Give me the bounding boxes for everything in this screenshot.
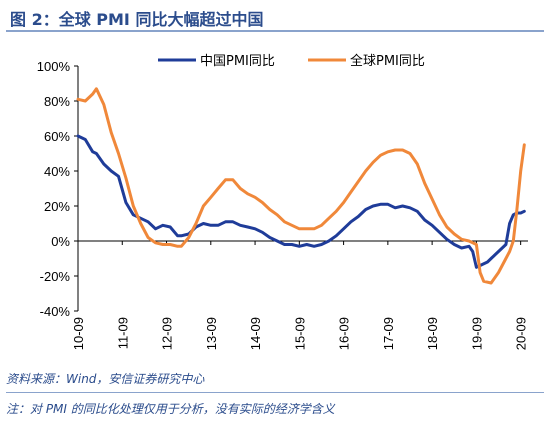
line-chart: -40% -20% 0% 20% 40% 60% 80% 100% 10-09 11-09 12-0… <box>37 53 529 350</box>
x-tick-label: 19-09 <box>469 317 484 350</box>
x-tick-label: 20-09 <box>514 317 529 350</box>
y-tick-label: 100% <box>37 59 71 74</box>
legend-label: 中国PMI同比 <box>200 54 275 69</box>
x-tick-label: 18-09 <box>425 317 440 350</box>
x-tick-label: 17-09 <box>381 317 396 350</box>
x-tick-label: 14-09 <box>248 317 263 350</box>
x-tick-label: 11-09 <box>115 317 130 349</box>
x-tick-label: 10-09 <box>71 317 86 350</box>
y-tick-label: 0% <box>51 234 70 249</box>
footer-rule <box>6 392 544 393</box>
x-tick-label: 12-09 <box>160 317 175 350</box>
y-tick-label: 80% <box>44 94 70 109</box>
y-tick-label: -20% <box>40 269 71 284</box>
chart-title: 图 2：全球 PMI 同比大幅超过中国 <box>10 10 264 29</box>
y-tick-label: 20% <box>44 199 70 214</box>
source-text: 资料来源：Wind，安信证券研究中心 <box>6 372 205 386</box>
series-line-china <box>76 134 526 269</box>
y-tick-label: 40% <box>44 164 70 179</box>
note-text: 注：对 PMI 的同比化处理仅用于分析，没有实际的经济学含义 <box>6 402 335 416</box>
x-tick-label: 16-09 <box>337 317 352 350</box>
title-bar: 图 2：全球 PMI 同比大幅超过中国 <box>6 2 544 32</box>
y-tick-label: -40% <box>40 304 71 319</box>
y-tick-label: 60% <box>44 129 70 144</box>
series-line-global <box>76 87 526 285</box>
x-tick-label: 13-09 <box>204 317 219 350</box>
legend-label: 全球PMI同比 <box>350 53 425 69</box>
x-tick-label: 15-09 <box>292 317 307 350</box>
